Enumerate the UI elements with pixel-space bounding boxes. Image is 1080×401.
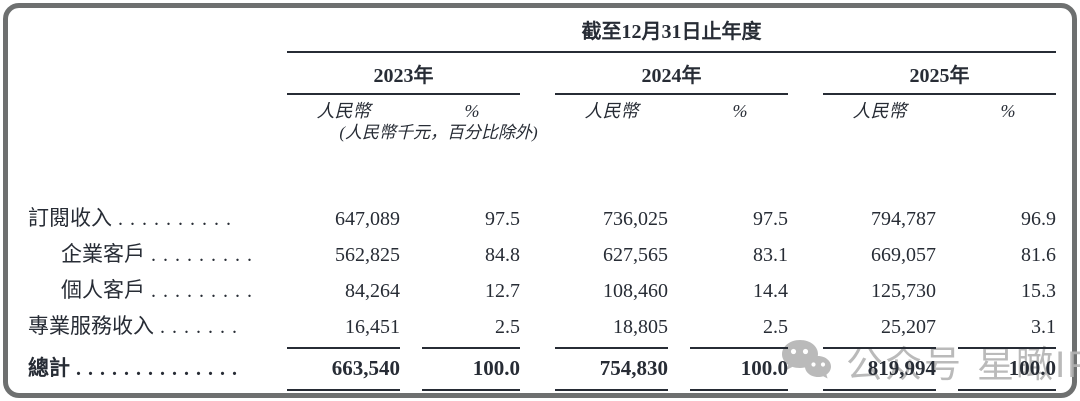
cell-value: 108,460 (603, 280, 668, 302)
cell-value: 84,264 (345, 280, 400, 302)
watermark: 公众号 星瞰IPO (780, 334, 1080, 388)
cell-value: 669,057 (871, 244, 936, 266)
total-value: 100.0 (422, 347, 520, 391)
rounded-frame (3, 3, 1077, 398)
table-row-individual-customers: 個人客戶......... 84,264 12.7 108,460 14.4 125… (28, 272, 1056, 308)
cell-value: 25,207 (881, 316, 936, 338)
col-header-rmb-2024: 人民幣 (584, 101, 639, 121)
table-row-enterprise-customers: 企業客戶......... 562,825 84.8 627,565 83.1 66… (28, 236, 1056, 272)
cell-value: 16,451 (345, 316, 400, 338)
row-label: 個人客戶 (61, 278, 145, 302)
col-header-pct-2023: % (464, 101, 480, 121)
watermark-brand: 星瞰IPO (977, 344, 1080, 385)
cell-value: 2.5 (495, 316, 520, 338)
dot-leader: .......... (118, 208, 238, 230)
dot-leader: ......... (151, 280, 259, 302)
total-value: 663,540 (287, 347, 400, 391)
period-header: 截至12月31日止年度 (287, 16, 1056, 53)
dot-leader: ......... (151, 244, 259, 266)
col-header-pct-2024: % (732, 101, 748, 121)
table-row-total: 總計.............. 663,540 100.0 754,830 1… (28, 346, 1056, 391)
cell-value: 18,805 (613, 316, 668, 338)
year-header-2023: 2023年 (287, 56, 520, 95)
cell-value: 97.5 (753, 208, 788, 230)
col-header-rmb-2023: 人民幣 (316, 101, 371, 121)
subcolumn-header-row: 人民幣 % 人民幣 % 人民幣 % (28, 100, 1056, 122)
unit-note: (人民幣千元，百分比除外) (339, 123, 538, 142)
year-header-2025: 2025年 (823, 56, 1056, 95)
cell-value: 84.8 (485, 244, 520, 266)
col-header-rmb-2025: 人民幣 (852, 101, 907, 121)
cell-value: 627,565 (603, 244, 668, 266)
cell-value: 12.7 (485, 280, 520, 302)
cell-value: 15.3 (1021, 280, 1056, 302)
cell-value: 97.5 (485, 208, 520, 230)
cell-value: 83.1 (753, 244, 788, 266)
row-label: 訂閱收入 (28, 206, 112, 230)
col-header-pct-2025: % (1000, 101, 1016, 121)
row-label-total: 總計 (28, 356, 70, 380)
wechat-icon (780, 338, 832, 384)
table-row-subscription-revenue: 訂閱收入.......... 647,089 97.5 736,025 97.5 7… (28, 200, 1056, 236)
cell-value: 125,730 (871, 280, 936, 302)
total-value: 100.0 (958, 347, 1056, 391)
financial-table: 截至12月31日止年度 2023年 2024年 2025年 人民幣 % 人民幣 … (28, 16, 1056, 391)
cell-value: 96.9 (1021, 208, 1056, 230)
unit-note-row: (人民幣千元，百分比除外) (28, 122, 1056, 144)
cell-value: 647,089 (335, 208, 400, 230)
dot-leader: ....... (160, 316, 244, 338)
cell-value: 736,025 (603, 208, 668, 230)
cell-value: 14.4 (753, 280, 788, 302)
row-label: 企業客戶 (61, 242, 145, 266)
row-label: 專業服務收入 (28, 314, 154, 338)
dot-leader: .............. (76, 358, 244, 380)
total-value: 100.0 (690, 347, 788, 391)
cell-value: 3.1 (1031, 316, 1056, 338)
table-row-professional-services-revenue: 專業服務收入....... 16,451 2.5 18,805 2.5 25,207… (28, 308, 1056, 344)
year-header-2024: 2024年 (555, 56, 788, 95)
total-value: 754,830 (555, 347, 668, 391)
watermark-account-label: 公众号 (846, 344, 963, 385)
cell-value: 81.6 (1021, 244, 1056, 266)
year-header-row: 2023年 2024年 2025年 (28, 56, 1056, 95)
total-value: 819,994 (823, 347, 936, 391)
data-rows: 訂閱收入.......... 647,089 97.5 736,025 97.5 7… (28, 200, 1056, 344)
cell-value: 2.5 (763, 316, 788, 338)
cell-value: 794,787 (871, 208, 936, 230)
cell-value: 562,825 (335, 244, 400, 266)
